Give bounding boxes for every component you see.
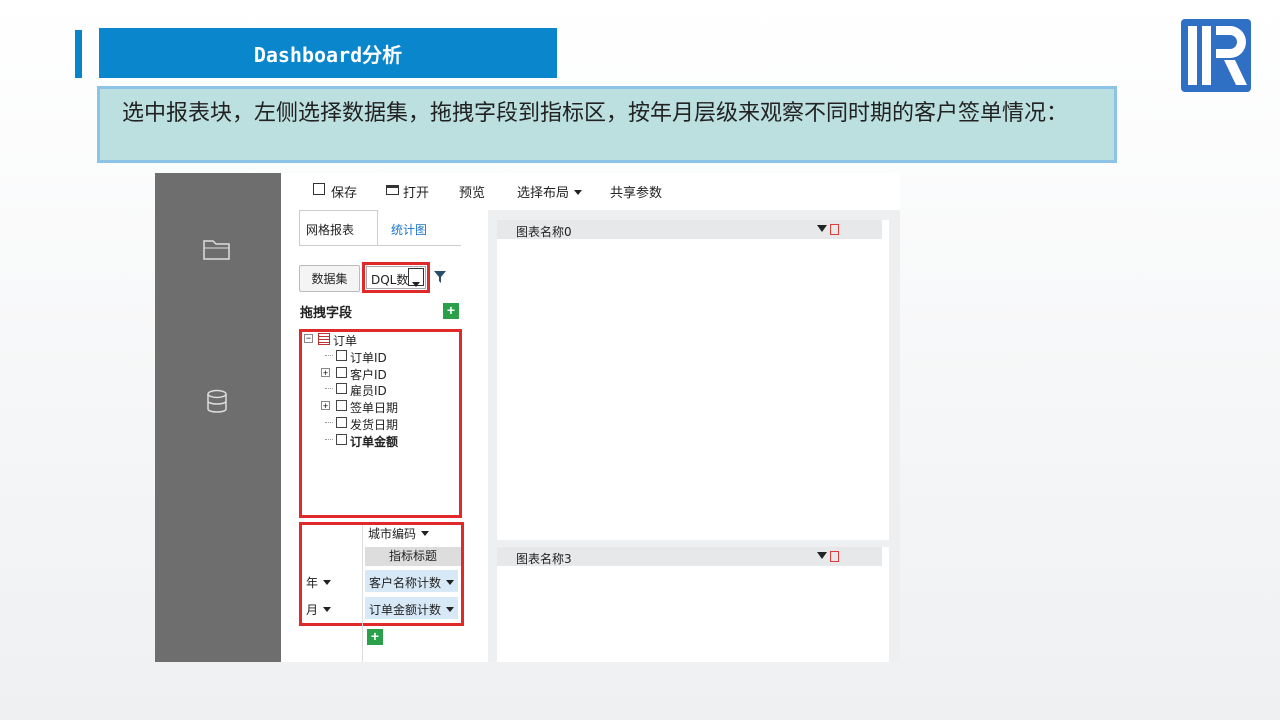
tree-line: [325, 388, 333, 390]
delete-icon[interactable]: [830, 224, 839, 235]
filter-icon[interactable]: [817, 552, 827, 564]
sidebar: [155, 173, 281, 662]
folder-icon[interactable]: [202, 237, 232, 261]
tree-field[interactable]: 订单ID: [350, 351, 387, 365]
toolbar-button[interactable]: 预览: [459, 186, 486, 201]
add-button[interactable]: +: [367, 629, 383, 645]
section-title: 拖拽字段: [300, 306, 353, 321]
filter-icon[interactable]: [817, 225, 827, 237]
tab[interactable]: 网格报表: [306, 223, 355, 237]
toolbar-button[interactable]: 保存: [331, 186, 358, 201]
database-icon[interactable]: [205, 389, 229, 415]
tab-line: [299, 245, 461, 246]
tree-toggle[interactable]: +: [321, 367, 330, 378]
add-button[interactable]: +: [443, 303, 459, 319]
field-icon: [336, 433, 347, 445]
app-screenshot: 数据集 DQL数 拖拽字段 + 城市编码 指标标题 + 城市编码年:月10101…: [155, 173, 900, 662]
tree-root[interactable]: 订单: [333, 334, 358, 348]
dataset-button[interactable]: 数据集: [299, 265, 360, 292]
panel-title[interactable]: 图表名称3: [516, 552, 572, 566]
delete-icon[interactable]: [830, 551, 839, 562]
toolbar-button[interactable]: 打开: [403, 186, 430, 201]
toolbar-button[interactable]: 共享参数: [610, 186, 663, 201]
active-tab-frame: [299, 210, 378, 246]
tree-line: [325, 438, 333, 440]
panel: [497, 547, 889, 662]
field-icon: [336, 366, 347, 378]
toolbar-button[interactable]: 选择布局: [517, 182, 582, 201]
slide-title: Dashboard分析: [99, 28, 557, 78]
tree-field[interactable]: 雇员ID: [350, 384, 387, 399]
tree-toggle[interactable]: +: [321, 401, 330, 412]
panel-header: [497, 220, 882, 239]
tab[interactable]: 统计图: [391, 223, 428, 237]
tree-toggle[interactable]: −: [304, 333, 313, 343]
column-field[interactable]: 城市编码: [368, 525, 429, 542]
panel-header: [497, 547, 882, 566]
filter-icon[interactable]: [434, 271, 446, 283]
field-icon: [336, 416, 347, 428]
description: 选中报表块，左侧选择数据集，拖拽字段到指标区，按年月层级来观察不同时期的客户签单…: [97, 86, 1117, 163]
measure-field[interactable]: 客户名称计数: [365, 570, 458, 592]
highlight-box: [299, 329, 462, 518]
field-icon: [336, 350, 347, 361]
divider: [362, 525, 363, 662]
select-arrow[interactable]: [408, 268, 424, 286]
row-field[interactable]: 年: [306, 574, 331, 591]
field-icon: [336, 383, 347, 395]
dataset-select[interactable]: DQL数: [366, 266, 426, 289]
save-icon[interactable]: [313, 183, 325, 195]
highlight-box: [299, 522, 464, 626]
tree-field[interactable]: 客户ID: [350, 367, 387, 382]
tree-field[interactable]: 签单日期: [350, 401, 399, 416]
tree-line: [325, 355, 333, 356]
open-icon[interactable]: [386, 185, 399, 195]
highlight-box: [362, 262, 430, 293]
tree-field[interactable]: 发货日期: [350, 417, 399, 432]
panel-title[interactable]: 图表名称0: [516, 225, 572, 239]
field-icon: [336, 400, 347, 412]
measure-title: 指标标题: [365, 547, 461, 566]
row-field[interactable]: 月: [306, 601, 331, 618]
tree-line: [325, 421, 333, 423]
tree-field[interactable]: 订单金额: [350, 434, 399, 449]
measure-field[interactable]: 订单金额计数: [365, 597, 458, 619]
accent-bar: [75, 30, 82, 78]
panel: [497, 220, 889, 540]
logo: [1181, 19, 1251, 92]
table-icon: [318, 333, 330, 345]
